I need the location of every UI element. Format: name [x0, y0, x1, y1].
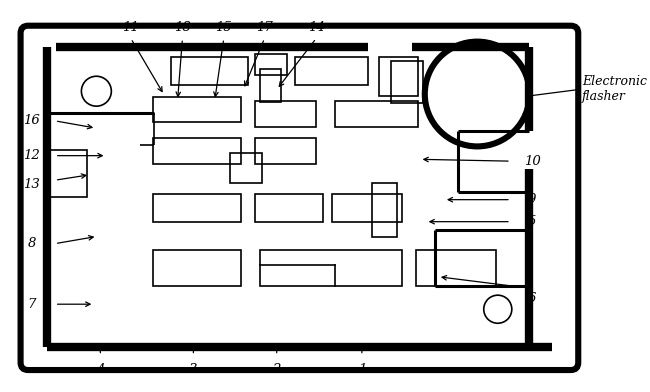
Bar — [335, 101, 418, 127]
Bar — [153, 250, 241, 286]
Text: 16: 16 — [23, 114, 40, 127]
Text: 14: 14 — [308, 21, 324, 34]
Text: 5: 5 — [528, 215, 536, 228]
Text: 3: 3 — [189, 363, 198, 376]
Text: 2: 2 — [272, 363, 281, 376]
Text: 9: 9 — [528, 193, 536, 206]
Bar — [260, 250, 402, 286]
Bar — [260, 69, 281, 102]
Text: 13: 13 — [23, 178, 40, 192]
Bar — [379, 56, 418, 96]
Text: 12: 12 — [23, 149, 40, 162]
Bar — [255, 101, 317, 127]
Text: Electronic
flasher: Electronic flasher — [582, 75, 647, 103]
Bar — [47, 150, 87, 197]
Text: 6: 6 — [528, 292, 536, 305]
Text: 4: 4 — [96, 363, 105, 376]
Bar — [372, 183, 396, 237]
Text: 8: 8 — [27, 237, 36, 250]
Bar — [153, 97, 241, 122]
Bar — [391, 61, 423, 103]
Bar — [332, 194, 402, 222]
Text: 7: 7 — [27, 298, 36, 311]
Bar — [255, 138, 317, 164]
Text: 10: 10 — [524, 155, 541, 168]
Bar — [255, 54, 287, 75]
Text: 1: 1 — [358, 363, 366, 376]
Bar — [230, 153, 262, 183]
Text: 11: 11 — [122, 21, 139, 34]
Text: 15: 15 — [215, 21, 232, 34]
Text: 18: 18 — [174, 21, 191, 34]
Bar — [153, 194, 241, 222]
Bar — [153, 138, 241, 164]
Bar — [417, 250, 496, 286]
Bar — [294, 56, 368, 85]
Text: 17: 17 — [256, 21, 273, 34]
FancyBboxPatch shape — [21, 26, 578, 370]
Bar — [171, 56, 248, 85]
Bar — [255, 194, 323, 222]
